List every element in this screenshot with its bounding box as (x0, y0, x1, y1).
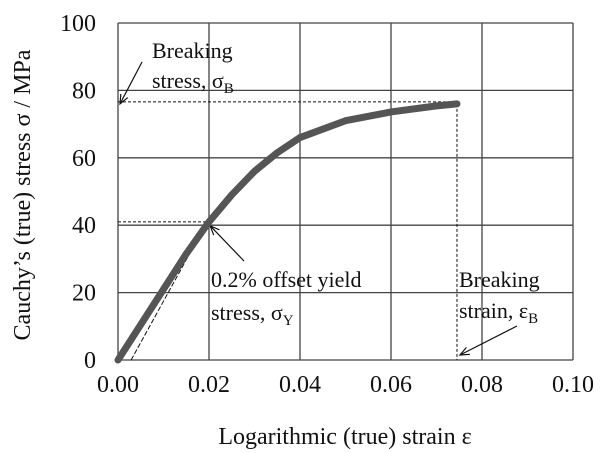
y-tick-label: 80 (72, 78, 96, 104)
x-axis-label: Logarithmic (true) strain ε (218, 424, 471, 450)
arrow-line (119, 61, 143, 105)
breaking-strain-label-1: Breaking (459, 267, 540, 292)
y-axis-label: Cauchy’s (true) stress σ / MPa (10, 49, 36, 340)
x-tick-label: 0.08 (461, 372, 503, 398)
x-tick-label: 0.02 (188, 372, 230, 398)
arrow-line (209, 225, 245, 262)
arrow-head-icon (458, 346, 470, 356)
breaking-strain-label-2: strain, εB (459, 298, 538, 327)
tick-labels: 0.00 0.02 0.04 0.06 0.08 0.10 0 20 40 60 80 100 (60, 11, 594, 398)
y-tick-label: 60 (72, 146, 96, 172)
y-tick-label: 40 (72, 213, 96, 239)
yield-label-1: 0.2% offset yield (211, 267, 362, 292)
offset-line (130, 221, 208, 361)
arrow-head-icon (119, 93, 129, 106)
breaking-stress-label-2: stress, σB (152, 68, 234, 97)
guide-lines (118, 61, 518, 361)
y-tick-label: 0 (84, 348, 96, 374)
yield-label-2: stress, σY (211, 300, 294, 329)
y-tick-label: 100 (60, 11, 96, 37)
x-tick-label: 0.00 (97, 372, 139, 398)
grid (117, 22, 574, 361)
y-tick-label: 20 (72, 281, 96, 307)
x-tick-label: 0.04 (279, 372, 321, 398)
x-tick-label: 0.10 (552, 372, 594, 398)
arrow-line (459, 325, 518, 356)
breaking-stress-label-1: Breaking (152, 38, 233, 63)
series (114, 100, 461, 364)
x-tick-label: 0.06 (370, 372, 412, 398)
annotations: Breaking stress, σB 0.2% offset yield st… (152, 38, 540, 329)
